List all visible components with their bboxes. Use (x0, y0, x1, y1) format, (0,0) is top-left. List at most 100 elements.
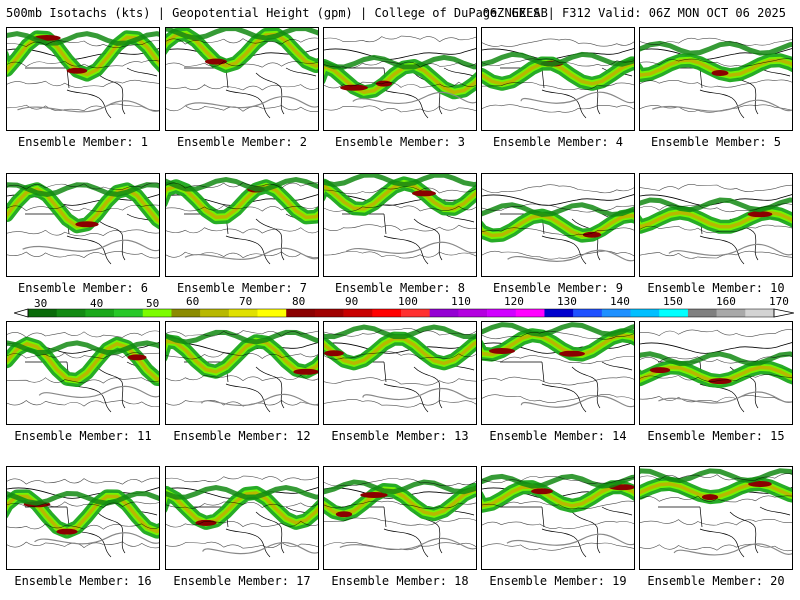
ensemble-map-panel (323, 173, 477, 277)
colorbar-swatch (286, 309, 316, 317)
isotach-maximum (293, 368, 318, 375)
height-contour (640, 329, 792, 337)
ensemble-map-panel (6, 321, 160, 425)
ensemble-member-caption: Ensemble Member: 11 (14, 429, 152, 443)
jet-band-secondary (324, 324, 476, 340)
height-contour (482, 521, 634, 529)
colorbar-swatch (716, 309, 746, 317)
coastline (482, 194, 634, 206)
ensemble-member-caption: Ensemble Member: 3 (334, 135, 466, 149)
jet-band-secondary (640, 351, 792, 367)
ensemble-member-caption: Ensemble Member: 13 (331, 429, 469, 443)
jet-band-secondary (7, 490, 159, 506)
height-contour (166, 475, 318, 483)
gray-contour (202, 541, 318, 555)
colorbar-outline (27, 308, 775, 318)
colorbar-tick-label: 90 (345, 295, 359, 308)
height-contour (7, 330, 159, 338)
colorbar-swatch (142, 309, 172, 317)
height-contour (482, 82, 634, 91)
ensemble-map-panel (165, 27, 319, 131)
colorbar-tick-label: 70 (239, 295, 253, 308)
ensemble-member-caption: Ensemble Member: 7 (176, 281, 308, 295)
country-borders (342, 213, 475, 265)
colorbar-right-arrow (773, 308, 795, 318)
height-contour (7, 182, 159, 190)
isotach-maximum (412, 190, 436, 197)
coastline (640, 342, 792, 354)
jet-band-secondary (166, 176, 318, 192)
country-borders (184, 67, 317, 119)
height-contour (166, 37, 318, 45)
height-contour (324, 377, 476, 386)
colorbar-swatch (544, 309, 574, 317)
gray-contour (668, 243, 792, 257)
colorbar-swatch (401, 309, 430, 317)
isotach-maximum (66, 67, 88, 74)
coastline (324, 342, 476, 354)
colorbar-swatch (458, 309, 488, 317)
height-contour (640, 395, 792, 403)
height-contour (640, 37, 792, 46)
ensemble-map-panel (323, 321, 477, 425)
colorbar-tick-label: 170 (769, 295, 789, 308)
ensemble-map-panel (6, 173, 160, 277)
country-borders (342, 361, 475, 413)
height-contour (7, 399, 159, 408)
height-contour (7, 523, 159, 530)
colorbar-swatch (114, 309, 144, 317)
colorbar-swatch (171, 309, 201, 317)
height-contour (324, 328, 476, 337)
ensemble-map-panel (165, 173, 319, 277)
gray-contour (520, 91, 634, 104)
height-contour (640, 543, 792, 552)
gray-contour (507, 249, 634, 262)
ensemble-map-panel (323, 27, 477, 131)
height-contour (640, 58, 792, 67)
height-contour (482, 500, 634, 510)
colorbar-swatch (745, 309, 775, 317)
isotach-maximum (582, 231, 602, 238)
colorbar-tick-label: 40 (90, 297, 104, 310)
colorbar-tick-label: 60 (186, 295, 200, 308)
jet-band-core (640, 210, 792, 229)
height-contour (640, 184, 792, 192)
height-contour (7, 377, 159, 384)
jet-band-secondary (324, 174, 476, 188)
colorbar-swatch (228, 309, 258, 317)
ensemble-map-panel (639, 466, 793, 570)
colorbar-tick-label: 80 (292, 295, 306, 308)
colorbar-tick-label: 50 (146, 297, 160, 310)
colorbar-swatch (200, 309, 230, 317)
isotach-maximum (711, 70, 729, 76)
ensemble-member-caption: Ensemble Member: 20 (647, 574, 785, 588)
jet-band-core (324, 64, 476, 95)
height-contour (166, 61, 318, 68)
ensemble-map-panel (165, 321, 319, 425)
gray-contour (339, 537, 476, 551)
ensemble-map-panel (639, 321, 793, 425)
page-header: 500mb Isotachs (kts) | Geopotential Heig… (6, 5, 794, 21)
height-contour (482, 330, 634, 340)
ensemble-member-caption: Ensemble Member: 14 (489, 429, 627, 443)
isotach-maximum (360, 492, 388, 498)
ensemble-map-panel (165, 466, 319, 570)
jet-band-core (482, 213, 634, 238)
colorbar-swatch (28, 309, 57, 317)
isotach-maximum (649, 367, 671, 374)
country-borders (184, 213, 317, 265)
height-contour (482, 376, 634, 386)
header-valid-time: 06Z GEFS | F312 Valid: 06Z MON OCT 06 20… (482, 6, 786, 20)
gray-contour (506, 533, 634, 546)
height-contour (482, 104, 634, 113)
gray-contour (345, 241, 476, 254)
colorbar-tick-label: 120 (504, 295, 524, 308)
height-contour (324, 61, 476, 69)
height-contour (324, 500, 476, 509)
height-contour (482, 355, 634, 364)
ensemble-member-caption: Ensemble Member: 8 (334, 281, 466, 295)
gray-contour (658, 391, 792, 404)
ensemble-map-panel (481, 321, 635, 425)
ensemble-map-panel (323, 466, 477, 570)
isotach-maximum (531, 488, 553, 495)
